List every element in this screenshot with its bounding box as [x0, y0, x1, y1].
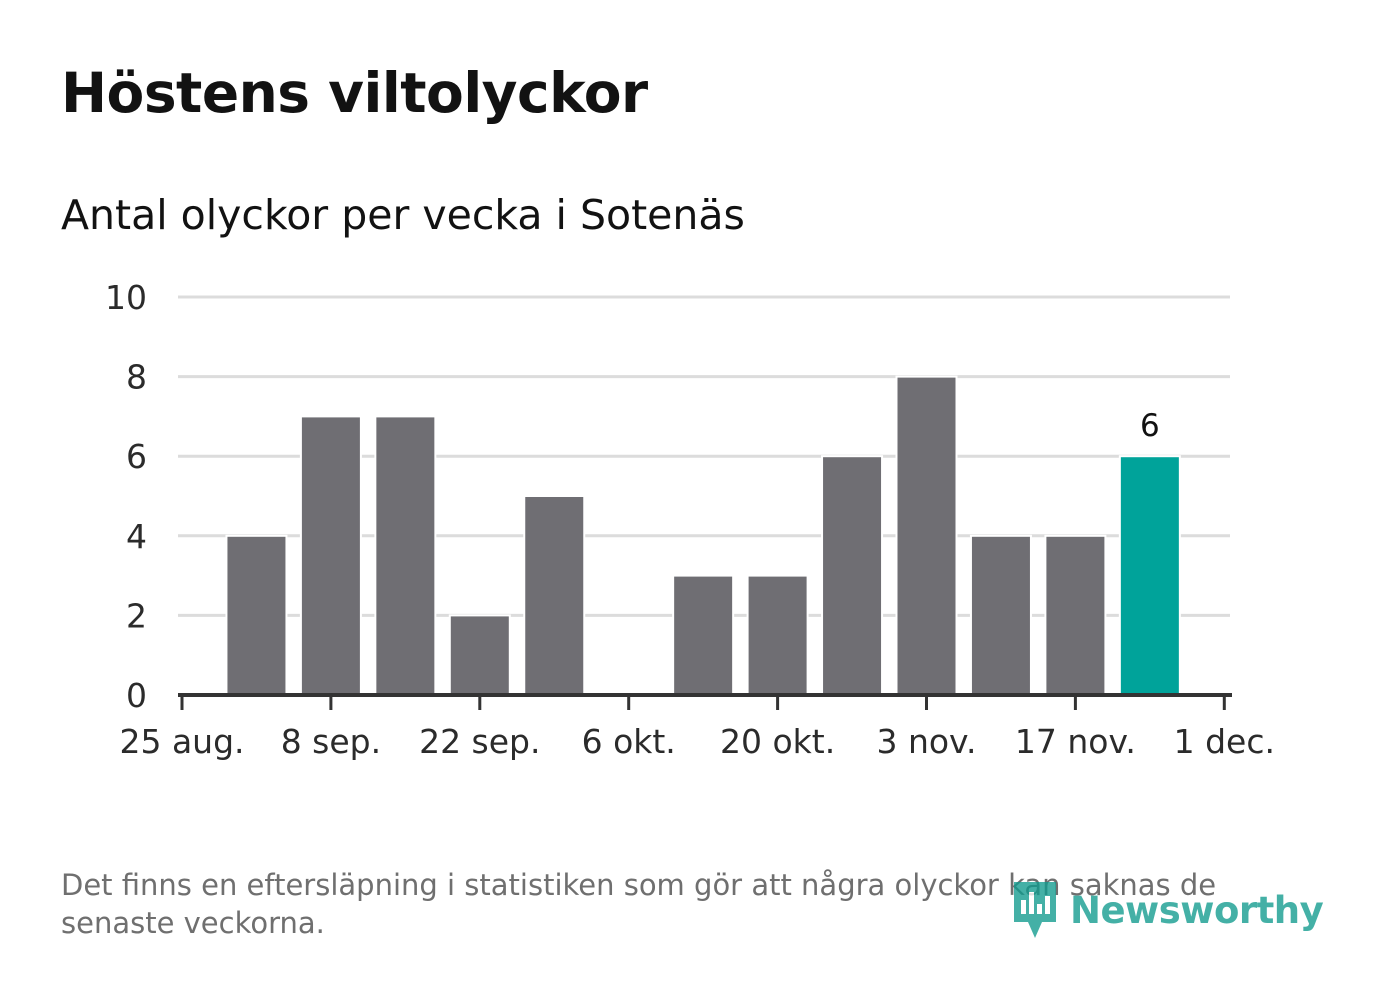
- bar: [895, 375, 958, 696]
- x-tick-label: 17 nov.: [1015, 722, 1136, 761]
- x-tick-label: 20 okt.: [720, 722, 835, 761]
- bar: [523, 495, 586, 696]
- bar: [225, 534, 288, 696]
- y-tick-label: 0: [126, 676, 147, 715]
- bar: [672, 574, 735, 696]
- y-tick-label: 4: [126, 517, 147, 556]
- bar: [448, 614, 511, 697]
- bar: [821, 455, 884, 697]
- chart-title: Höstens viltolyckor: [61, 61, 648, 125]
- x-axis: [178, 693, 1232, 710]
- bar-chart-badge-icon: [1014, 882, 1056, 938]
- bars: [225, 375, 1181, 697]
- x-tick-label: 3 nov.: [876, 722, 976, 761]
- x-tick-label: 8 sep.: [281, 722, 381, 761]
- y-tick-label: 6: [126, 437, 147, 476]
- bar: [746, 574, 809, 696]
- x-tick-label: 1 dec.: [1174, 722, 1275, 761]
- bar-highlight: [1118, 455, 1181, 697]
- x-tick-label: 25 aug.: [119, 722, 244, 761]
- data-labels: 6: [1140, 408, 1160, 444]
- newsworthy-logo: Newsworthy: [1010, 878, 1324, 942]
- x-tick-label: 6 okt.: [582, 722, 676, 761]
- x-tick-label: 22 sep.: [419, 722, 540, 761]
- chart-subtitle: Antal olyckor per vecka i Sotenäs: [61, 191, 745, 239]
- data-label: 6: [1140, 408, 1160, 444]
- bar: [374, 415, 437, 696]
- y-tick-label: 2: [126, 596, 147, 635]
- y-axis-labels: 0 2 4 6 8 10: [105, 278, 147, 715]
- x-axis-labels: 25 aug. 8 sep. 22 sep. 6 okt. 20 okt. 3 nov. 1…: [119, 722, 1275, 761]
- y-tick-label: 8: [126, 358, 147, 397]
- bar: [969, 534, 1032, 696]
- bar: [299, 415, 362, 696]
- logo-text: Newsworthy: [1070, 888, 1324, 932]
- y-tick-label: 10: [105, 278, 147, 317]
- bar: [1044, 534, 1107, 696]
